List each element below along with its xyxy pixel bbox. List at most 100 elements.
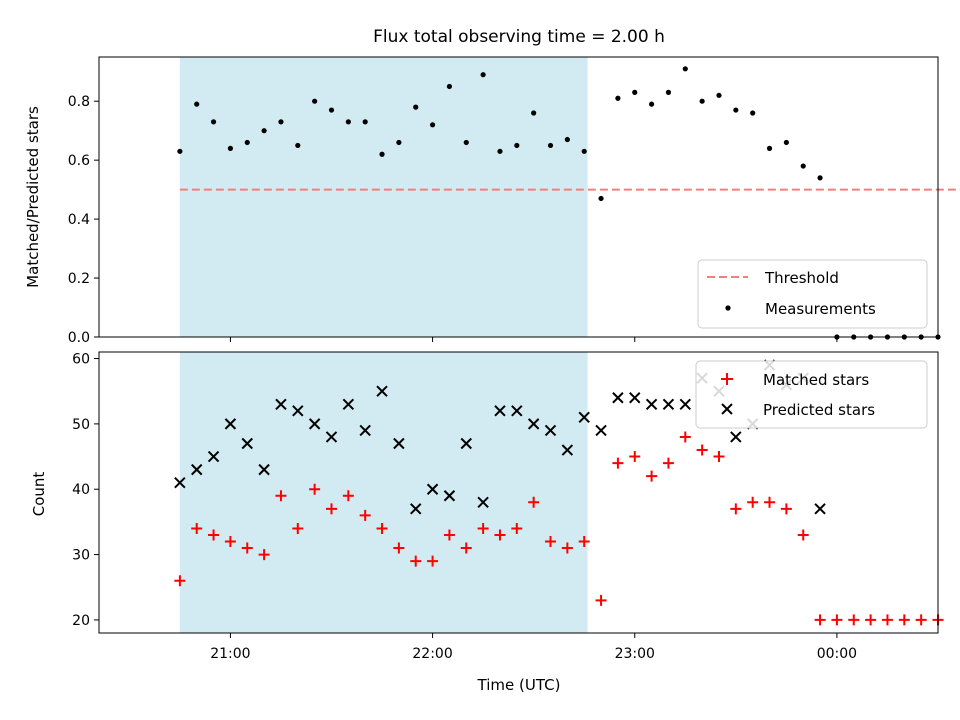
matched-star-point [477, 522, 489, 534]
measurement-point [413, 104, 419, 110]
measurement-point [682, 66, 688, 72]
matched-star-point [764, 496, 776, 508]
measurement-point [699, 98, 705, 104]
matched-star-point [865, 614, 877, 626]
measurement-point [177, 148, 183, 154]
measurement-point [463, 139, 469, 146]
predicted-star-point [342, 398, 355, 410]
matched-star-point [393, 542, 405, 554]
y-tick-label: 40 [72, 482, 90, 498]
matched-star-point [545, 536, 557, 548]
y-tick-label: 0.6 [68, 153, 90, 169]
measurement-point [766, 145, 773, 151]
matched-star-point [191, 522, 203, 534]
matched-star-point [174, 575, 186, 587]
matched-star-point [629, 451, 641, 463]
measurement-point [547, 142, 554, 149]
legend-matched-label: Matched stars [763, 371, 869, 389]
legend-predicted-label: Predicted stars [763, 401, 875, 419]
measurement-point [733, 107, 739, 113]
matched-star-point [561, 542, 573, 554]
y-tick-label: 50 [72, 417, 90, 433]
matched-star-point [797, 529, 809, 541]
matched-star-point [831, 614, 843, 626]
matched-star-point [848, 614, 860, 626]
measurement-point [615, 95, 621, 101]
measurement-point [429, 122, 436, 128]
predicted-star-point [814, 503, 826, 515]
matched-star-point [696, 444, 708, 456]
measurement-point [446, 83, 453, 90]
y-tick-label: 0.2 [68, 271, 90, 287]
measurement-point [379, 151, 385, 157]
predicted-star-point [443, 490, 456, 502]
matched-star-point [780, 503, 792, 515]
matched-star-point [292, 522, 304, 534]
predicted-star-point [494, 405, 506, 417]
matched-star-point [427, 555, 439, 567]
predicted-star-point [477, 496, 489, 509]
predicted-star-point [527, 418, 540, 430]
matched-star-point [713, 451, 725, 463]
measurement-point [750, 110, 756, 116]
predicted-star-point [207, 450, 220, 463]
y-tick-label: 0.8 [68, 94, 90, 110]
measurement-point [716, 92, 722, 98]
matched-star-point [494, 529, 506, 541]
plot-frame [98, 56, 939, 338]
shaded-interval [179, 352, 588, 633]
predicted-star-point [292, 405, 304, 417]
legend-box [695, 360, 928, 429]
predicted-star-point [595, 424, 607, 437]
measurement-point [514, 142, 520, 149]
measurement-point [362, 119, 368, 125]
matched-star-point [309, 483, 321, 495]
measurement-point [278, 119, 284, 125]
measurement-point [295, 142, 301, 149]
measurement-point [497, 148, 503, 154]
predicted-star-point [241, 437, 253, 450]
legend-box [697, 259, 928, 329]
matched-star-point [881, 614, 893, 626]
predicted-star-point [359, 424, 371, 437]
matched-star-point [814, 614, 826, 626]
matched-star-point [730, 503, 742, 515]
matched-star-point [208, 529, 220, 541]
predicted-star-point [174, 476, 186, 489]
matched-star-point [915, 614, 927, 626]
x-axis-label: Time (UTC) [477, 676, 561, 694]
predicted-star-point [426, 483, 439, 495]
matched-star-point [359, 509, 371, 521]
measurement-point [648, 101, 655, 107]
legend: Threshold Measurements [697, 259, 928, 329]
measurement-point [480, 72, 486, 78]
measurement-point [194, 101, 200, 107]
predicted-star-point [578, 411, 590, 424]
predicted-star-point [561, 444, 574, 456]
matched-star-point [443, 529, 455, 541]
predicted-star-point [308, 418, 321, 430]
top-y-axis-label: Matched/Predicted stars [24, 106, 42, 288]
legend-measurement-label: Measurements [765, 300, 876, 318]
legend-measurement-swatch [725, 305, 731, 311]
measurement-point [312, 98, 318, 104]
predicted-star-point [460, 437, 472, 450]
predicted-star-point [191, 463, 203, 476]
legend: Matched stars Predicted stars [695, 360, 928, 429]
y-tick-label: 0.0 [68, 330, 90, 346]
x-tick-label: 23:00 [615, 646, 655, 662]
matched-star-point [646, 470, 658, 482]
matched-star-point [898, 614, 910, 626]
x-tick-label: 22:00 [412, 646, 452, 662]
predicted-star-point [645, 398, 658, 410]
predicted-star-point [275, 398, 287, 410]
measurement-point [328, 107, 335, 113]
matched-star-point [679, 431, 691, 443]
predicted-star-point [224, 418, 237, 430]
measurement-point [800, 163, 806, 169]
legend-matched-swatch [721, 373, 733, 385]
matched-star-point [376, 522, 388, 534]
matched-star-point [528, 496, 540, 508]
predicted-star-point [410, 503, 422, 515]
matched-star-point [460, 542, 472, 554]
